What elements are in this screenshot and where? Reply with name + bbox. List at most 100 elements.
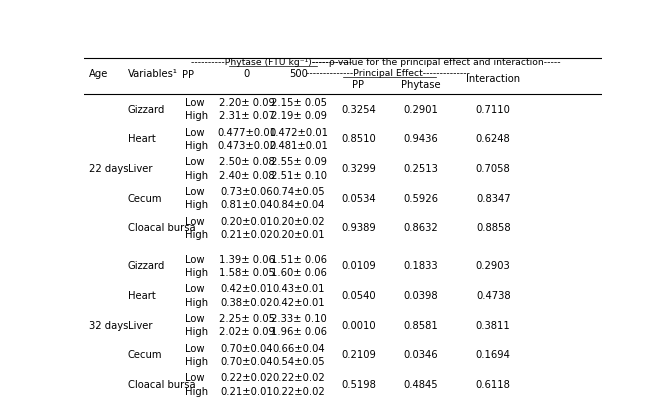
Text: 0.481±0.01: 0.481±0.01 bbox=[270, 141, 328, 151]
Text: Low: Low bbox=[185, 255, 204, 264]
Text: 0.84±0.04: 0.84±0.04 bbox=[272, 200, 325, 210]
Text: 0.2109: 0.2109 bbox=[341, 350, 376, 360]
Text: 0.4738: 0.4738 bbox=[476, 291, 510, 301]
Text: 500: 500 bbox=[290, 69, 308, 79]
Text: Cecum: Cecum bbox=[128, 194, 162, 204]
Text: Low: Low bbox=[185, 98, 204, 108]
Text: 2.25± 0.05: 2.25± 0.05 bbox=[219, 314, 275, 324]
Text: 0.70±0.04: 0.70±0.04 bbox=[221, 344, 273, 354]
Text: High: High bbox=[185, 171, 208, 181]
Text: 0.1833: 0.1833 bbox=[403, 261, 438, 271]
Text: 0.2903: 0.2903 bbox=[476, 261, 510, 271]
Text: High: High bbox=[185, 297, 208, 308]
Text: --------------Principal Effect--------------: --------------Principal Effect----------… bbox=[306, 70, 470, 78]
Text: 0.42±0.01: 0.42±0.01 bbox=[221, 284, 273, 294]
Text: 0.477±0.01: 0.477±0.01 bbox=[217, 128, 276, 138]
Text: 0.0109: 0.0109 bbox=[341, 261, 376, 271]
Text: 1.58± 0.05: 1.58± 0.05 bbox=[219, 268, 275, 278]
Text: 0.4845: 0.4845 bbox=[403, 380, 438, 390]
Text: 0.73±0.06: 0.73±0.06 bbox=[221, 187, 273, 197]
Text: 0.7110: 0.7110 bbox=[476, 105, 510, 115]
Text: 0.0398: 0.0398 bbox=[403, 291, 438, 301]
Text: High: High bbox=[185, 357, 208, 367]
Text: 0.0346: 0.0346 bbox=[403, 350, 438, 360]
Text: 0.20±0.02: 0.20±0.02 bbox=[272, 217, 325, 227]
Text: 0.2513: 0.2513 bbox=[403, 164, 438, 174]
Text: Cecum: Cecum bbox=[128, 350, 162, 360]
Text: 1.96± 0.06: 1.96± 0.06 bbox=[271, 327, 326, 337]
Text: ----------Phytase (FTU kg⁻¹)------------: ----------Phytase (FTU kg⁻¹)------------ bbox=[191, 58, 352, 67]
Text: Age: Age bbox=[89, 69, 108, 79]
Text: 0.0540: 0.0540 bbox=[341, 291, 376, 301]
Text: Low: Low bbox=[185, 344, 204, 354]
Text: 0.8347: 0.8347 bbox=[476, 194, 510, 204]
Text: 32 days: 32 days bbox=[89, 321, 128, 331]
Text: High: High bbox=[185, 230, 208, 240]
Text: High: High bbox=[185, 141, 208, 151]
Text: 0.1694: 0.1694 bbox=[476, 350, 510, 360]
Text: 0.0534: 0.0534 bbox=[341, 194, 376, 204]
Text: 1.51± 0.06: 1.51± 0.06 bbox=[271, 255, 326, 264]
Text: 2.19± 0.09: 2.19± 0.09 bbox=[271, 111, 326, 122]
Text: Interaction: Interaction bbox=[466, 74, 520, 84]
Text: 2.50± 0.08: 2.50± 0.08 bbox=[219, 158, 275, 167]
Text: 0.8632: 0.8632 bbox=[403, 223, 438, 233]
Text: 0.42±0.01: 0.42±0.01 bbox=[272, 297, 325, 308]
Text: 2.02± 0.09: 2.02± 0.09 bbox=[219, 327, 275, 337]
Text: 0.81±0.04: 0.81±0.04 bbox=[221, 200, 273, 210]
Text: High: High bbox=[185, 200, 208, 210]
Text: 2.20± 0.09: 2.20± 0.09 bbox=[219, 98, 275, 108]
Text: 0.6118: 0.6118 bbox=[476, 380, 510, 390]
Text: 0.22±0.02: 0.22±0.02 bbox=[272, 373, 325, 383]
Text: Phytase: Phytase bbox=[401, 80, 440, 90]
Text: 0.472±0.01: 0.472±0.01 bbox=[270, 128, 328, 138]
Text: Heart: Heart bbox=[128, 291, 155, 301]
Text: 0.54±0.05: 0.54±0.05 bbox=[272, 357, 325, 367]
Text: Low: Low bbox=[185, 284, 204, 294]
Text: High: High bbox=[185, 111, 208, 122]
Text: 0.70±0.04: 0.70±0.04 bbox=[221, 357, 273, 367]
Text: 2.33± 0.10: 2.33± 0.10 bbox=[271, 314, 326, 324]
Text: 2.40± 0.08: 2.40± 0.08 bbox=[219, 171, 275, 181]
Text: 0.8510: 0.8510 bbox=[341, 134, 376, 145]
Text: 0.20±0.01: 0.20±0.01 bbox=[272, 230, 325, 240]
Text: 0.5926: 0.5926 bbox=[403, 194, 438, 204]
Text: 0.74±0.05: 0.74±0.05 bbox=[272, 187, 325, 197]
Text: 0.2901: 0.2901 bbox=[403, 105, 438, 115]
Text: 0.22±0.02: 0.22±0.02 bbox=[272, 387, 325, 397]
Text: 0.3299: 0.3299 bbox=[341, 164, 376, 174]
Text: 0.8858: 0.8858 bbox=[476, 223, 510, 233]
Text: 2.31± 0.07: 2.31± 0.07 bbox=[219, 111, 275, 122]
Text: Low: Low bbox=[185, 187, 204, 197]
Text: 0: 0 bbox=[244, 69, 250, 79]
Text: Low: Low bbox=[185, 158, 204, 167]
Text: Low: Low bbox=[185, 128, 204, 138]
Text: 0.21±0.01: 0.21±0.01 bbox=[221, 387, 274, 397]
Text: 1.60± 0.06: 1.60± 0.06 bbox=[271, 268, 326, 278]
Text: 0.6248: 0.6248 bbox=[476, 134, 510, 145]
Text: High: High bbox=[185, 387, 208, 397]
Text: 0.0010: 0.0010 bbox=[341, 321, 376, 331]
Text: Low: Low bbox=[185, 217, 204, 227]
Text: 0.9436: 0.9436 bbox=[403, 134, 438, 145]
Text: 2.15± 0.05: 2.15± 0.05 bbox=[271, 98, 326, 108]
Text: 0.9389: 0.9389 bbox=[341, 223, 376, 233]
Text: Gizzard: Gizzard bbox=[128, 105, 165, 115]
Text: Cloacal bursa: Cloacal bursa bbox=[128, 380, 195, 390]
Text: 0.7058: 0.7058 bbox=[476, 164, 510, 174]
Text: 0.8581: 0.8581 bbox=[403, 321, 438, 331]
Text: Heart: Heart bbox=[128, 134, 155, 145]
Text: 1.39± 0.06: 1.39± 0.06 bbox=[219, 255, 275, 264]
Text: Liver: Liver bbox=[128, 164, 152, 174]
Text: Variables¹: Variables¹ bbox=[128, 69, 177, 79]
Text: Low: Low bbox=[185, 373, 204, 383]
Text: 0.5198: 0.5198 bbox=[341, 380, 376, 390]
Text: 0.3254: 0.3254 bbox=[341, 105, 376, 115]
Text: 2.51± 0.10: 2.51± 0.10 bbox=[271, 171, 326, 181]
Text: 0.22±0.02: 0.22±0.02 bbox=[221, 373, 274, 383]
Text: 0.3811: 0.3811 bbox=[476, 321, 510, 331]
Text: Liver: Liver bbox=[128, 321, 152, 331]
Text: 0.21±0.02: 0.21±0.02 bbox=[221, 230, 274, 240]
Text: High: High bbox=[185, 327, 208, 337]
Text: Cloacal bursa: Cloacal bursa bbox=[128, 223, 195, 233]
